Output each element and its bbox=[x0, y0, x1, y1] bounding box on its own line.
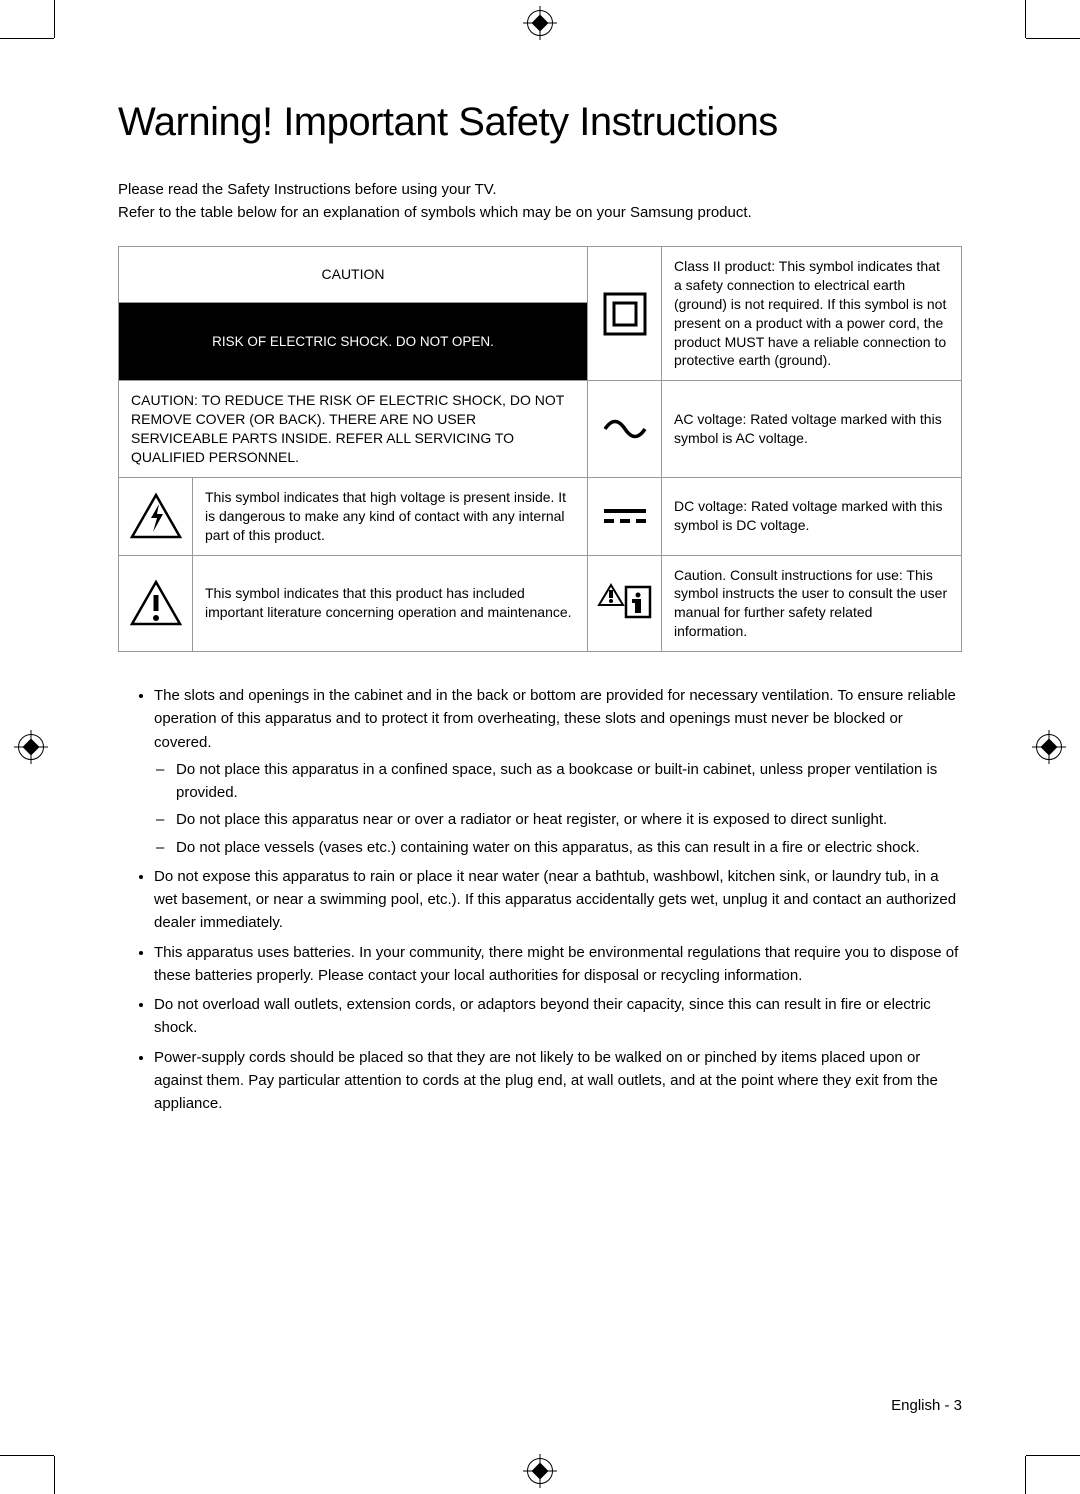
sub-item: Do not place vessels (vases etc.) contai… bbox=[176, 836, 962, 859]
sub-item: Do not place this apparatus near or over… bbox=[176, 808, 962, 831]
bullet-text: The slots and openings in the cabinet an… bbox=[154, 687, 956, 751]
list-item: Do not overload wall outlets, extension … bbox=[154, 993, 962, 1040]
intro-line-1: Please read the Safety Instructions befo… bbox=[118, 181, 497, 198]
excl-triangle-icon bbox=[119, 555, 193, 652]
list-item: Power-supply cords should be placed so t… bbox=[154, 1046, 962, 1116]
bullet-list: The slots and openings in the cabinet an… bbox=[118, 684, 962, 1115]
caution-header: CAUTION bbox=[119, 247, 588, 303]
page-title: Warning! Important Safety Instructions bbox=[118, 100, 962, 145]
symbols-table: CAUTION Class II product: This symbol in… bbox=[118, 246, 962, 652]
excl-desc: This symbol indicates that this product … bbox=[193, 555, 588, 652]
list-item: Do not expose this apparatus to rain or … bbox=[154, 865, 962, 935]
sub-list: Do not place this apparatus in a confine… bbox=[154, 758, 962, 859]
sub-item: Do not place this apparatus in a confine… bbox=[176, 758, 962, 805]
page-footer: English - 3 bbox=[891, 1397, 962, 1414]
ac-icon bbox=[588, 381, 662, 478]
intro-text: Please read the Safety Instructions befo… bbox=[118, 179, 962, 224]
class2-icon bbox=[588, 247, 662, 381]
list-item: This apparatus uses batteries. In your c… bbox=[154, 941, 962, 988]
list-item: The slots and openings in the cabinet an… bbox=[154, 684, 962, 859]
ac-desc: AC voltage: Rated voltage marked with th… bbox=[662, 381, 962, 478]
shock-banner: RISK OF ELECTRIC SHOCK. DO NOT OPEN. bbox=[119, 303, 588, 381]
dc-desc: DC voltage: Rated voltage marked with th… bbox=[662, 477, 962, 555]
intro-line-2: Refer to the table below for an explanat… bbox=[118, 204, 752, 221]
manual-desc: Caution. Consult instructions for use: T… bbox=[662, 555, 962, 652]
bolt-triangle-icon bbox=[119, 477, 193, 555]
page-content: Warning! Important Safety Instructions P… bbox=[118, 100, 962, 1414]
dc-icon bbox=[588, 477, 662, 555]
manual-icon bbox=[588, 555, 662, 652]
class2-desc: Class II product: This symbol indicates … bbox=[662, 247, 962, 381]
caution-text: CAUTION: TO REDUCE THE RISK OF ELECTRIC … bbox=[119, 381, 588, 478]
bolt-desc: This symbol indicates that high voltage … bbox=[193, 477, 588, 555]
